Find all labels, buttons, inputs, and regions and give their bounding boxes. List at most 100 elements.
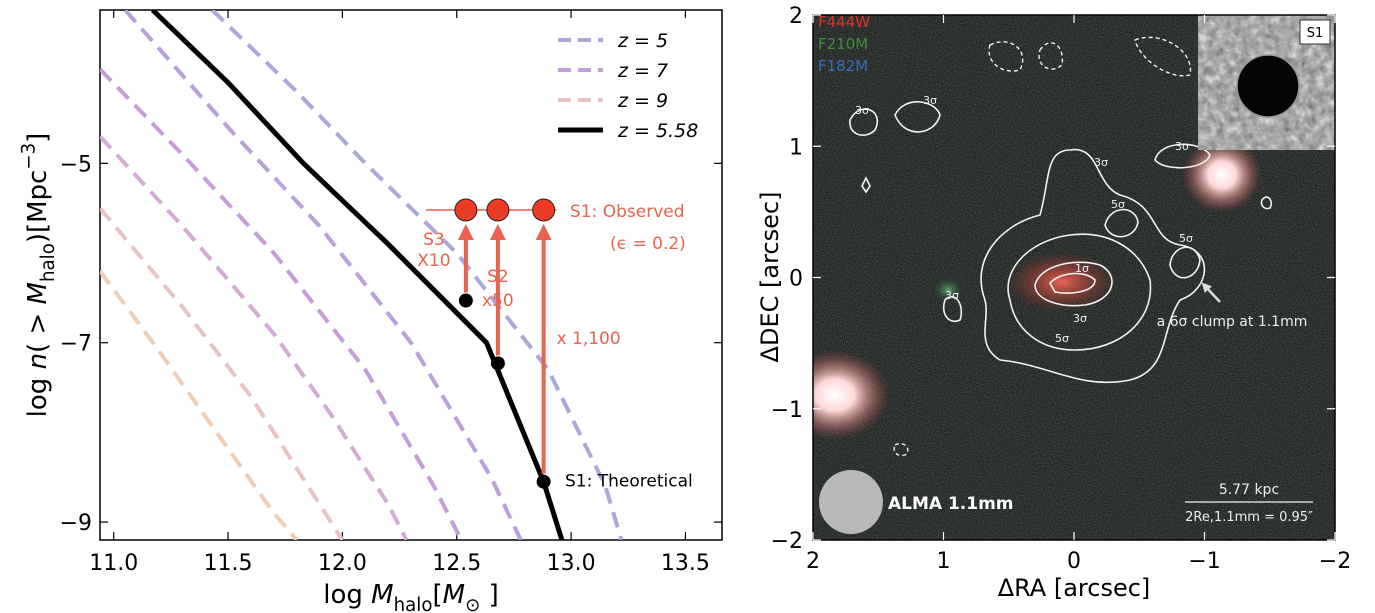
contours (849, 101, 1273, 384)
curve (100, 206, 345, 540)
inset-label-box (1299, 19, 1331, 45)
contour (894, 101, 941, 133)
contour (988, 41, 1024, 72)
contour-label: 5σ (1055, 332, 1069, 345)
contour-label: 3σ (1175, 140, 1189, 153)
label-part: ] (480, 580, 498, 610)
label-part: log (323, 580, 371, 610)
y-tick-label: −2 (771, 529, 803, 554)
inset-aperture (1236, 54, 1300, 118)
curve (100, 269, 299, 540)
beam (819, 470, 883, 534)
x-tick-label: 0 (1067, 549, 1081, 574)
observed-point (454, 198, 478, 222)
x-tick-label: 11.5 (204, 551, 253, 576)
label-part: halo (394, 595, 433, 613)
contour-label: 3σ (1094, 156, 1108, 169)
filter-label: F444W (818, 13, 870, 31)
label-part: M (23, 282, 53, 304)
contour (980, 148, 1206, 384)
theoretical-point (458, 293, 473, 308)
x-tick-label: −2 (1319, 549, 1351, 574)
observed-point (532, 198, 556, 222)
neighbor-source (813, 350, 890, 440)
x-tick-label: 11.0 (89, 551, 138, 576)
annotation: S2 (487, 267, 509, 287)
contour (1034, 261, 1113, 307)
y-tick-label: 2 (789, 4, 803, 29)
label-part: )[Mpc (23, 170, 53, 244)
label-part: M (371, 580, 393, 610)
legend-label: z = 5 (617, 30, 668, 52)
curve (100, 135, 409, 540)
y-tick-label: 0 (789, 267, 803, 292)
y-axis-label: log n( > Mhalo)[Mpc−3] (18, 133, 59, 418)
label-part: −3 (18, 143, 39, 170)
y-axis-label: ΔDEC [arcsec] (756, 192, 784, 363)
annotation: S1: Observed (570, 202, 685, 222)
x-axis-label: ΔRA [arcsec] (998, 574, 1151, 602)
annotation: S1: Theoretical (565, 472, 693, 492)
label-part: [ (432, 580, 442, 610)
plot-frame (99, 9, 723, 541)
scale-label: 5.77 kpc (1219, 482, 1279, 498)
x-tick-label: −1 (1188, 549, 1220, 574)
left-panel: 11.0 11.5 12.0 12.5 13.0 13.5 −5 −7 −9 log Mhalo[… (18, 9, 723, 613)
x-axis-label: log Mhalo[M⊙ ] (323, 580, 498, 613)
green-source (934, 278, 962, 302)
contour (849, 108, 878, 136)
contour-label: 3σ (945, 289, 959, 302)
annotation: (ϵ = 0.2) (610, 234, 686, 254)
y-tick-label: −9 (60, 511, 92, 536)
curve (100, 67, 464, 540)
label-part: ( > (23, 304, 53, 352)
negative-contours (893, 36, 1192, 457)
contour-label: 5σ (1179, 232, 1193, 245)
legend-label: z = 7 (617, 60, 668, 82)
x-tick-label: 12.0 (318, 551, 367, 576)
y-tick-label: −1 (771, 398, 803, 423)
annotation: x50 (482, 291, 514, 311)
theoretical-point (490, 356, 505, 371)
contour (1104, 208, 1139, 238)
contour-label: 5σ (1111, 198, 1125, 211)
contour (1154, 143, 1211, 169)
legend-label: z = 5.58 (617, 120, 698, 142)
contour (1169, 246, 1201, 279)
label-part: M (443, 580, 465, 610)
annotation: X10 (417, 251, 450, 271)
legend-label: z = 9 (617, 90, 668, 112)
beam-label: ALMA 1.1mm (888, 494, 1014, 514)
x-tick-label: 2 (806, 549, 820, 574)
right-panel: S1 ALMA 1.1mm 5.77 kpc 2Re,1.1mm = 0.95″… (756, 4, 1351, 602)
y-tick-label: −7 (60, 332, 92, 357)
size-label: 2Re,1.1mm = 0.95″ (1185, 510, 1313, 525)
y-tick-label: 1 (789, 135, 803, 160)
annotation-arrow (1201, 282, 1221, 303)
contour (1260, 196, 1273, 210)
contour-label: 3σ (1073, 312, 1087, 325)
x-tick-label: 13.0 (547, 551, 596, 576)
contour (1007, 233, 1152, 351)
image-content (813, 15, 1335, 540)
contour (1134, 36, 1192, 77)
y-tick-label: −5 (60, 152, 92, 177)
contour-label: 3σ (855, 104, 869, 117)
x-tick-label: 12.5 (432, 551, 481, 576)
theoretical-point (536, 474, 551, 489)
contour (1049, 272, 1096, 294)
inset-label: S1 (1307, 26, 1324, 41)
label-part: ⊙ (465, 595, 480, 613)
x-tick-label: 1 (937, 549, 951, 574)
label-part: n (23, 353, 53, 369)
contour-label: 1σ (1075, 262, 1089, 275)
contour (861, 176, 871, 194)
annotation: x 1,100 (557, 329, 621, 349)
label-part: ] (23, 133, 53, 143)
x-tick-label: 13.5 (661, 551, 710, 576)
contour-label: 3σ (923, 94, 937, 107)
contour (893, 443, 909, 457)
contour (942, 296, 963, 322)
galaxy-glow (1007, 252, 1117, 312)
